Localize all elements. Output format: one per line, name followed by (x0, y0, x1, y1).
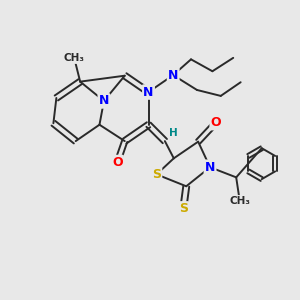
Text: CH₃: CH₃ (64, 53, 85, 63)
Text: S: S (179, 202, 188, 215)
Text: N: N (205, 161, 215, 174)
Text: N: N (99, 94, 109, 107)
Text: CH₃: CH₃ (229, 196, 250, 206)
Text: N: N (168, 69, 178, 82)
Text: N: N (143, 85, 154, 98)
Text: O: O (112, 156, 123, 169)
Text: O: O (211, 116, 221, 129)
Text: H: H (169, 128, 178, 138)
Text: S: S (152, 168, 161, 181)
